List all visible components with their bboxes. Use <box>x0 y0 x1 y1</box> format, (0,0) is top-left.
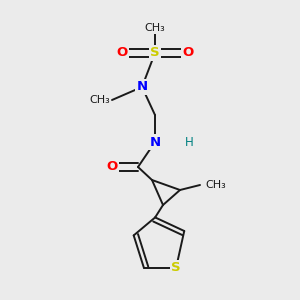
Text: N: N <box>149 136 161 148</box>
Text: O: O <box>106 160 118 173</box>
Text: N: N <box>136 80 148 94</box>
Text: CH₃: CH₃ <box>205 180 226 190</box>
Text: S: S <box>171 261 181 274</box>
Text: CH₃: CH₃ <box>145 23 165 33</box>
Text: S: S <box>150 46 160 59</box>
Text: O: O <box>182 46 194 59</box>
Text: CH₃: CH₃ <box>89 95 110 105</box>
Text: O: O <box>116 46 128 59</box>
Text: H: H <box>185 136 194 148</box>
